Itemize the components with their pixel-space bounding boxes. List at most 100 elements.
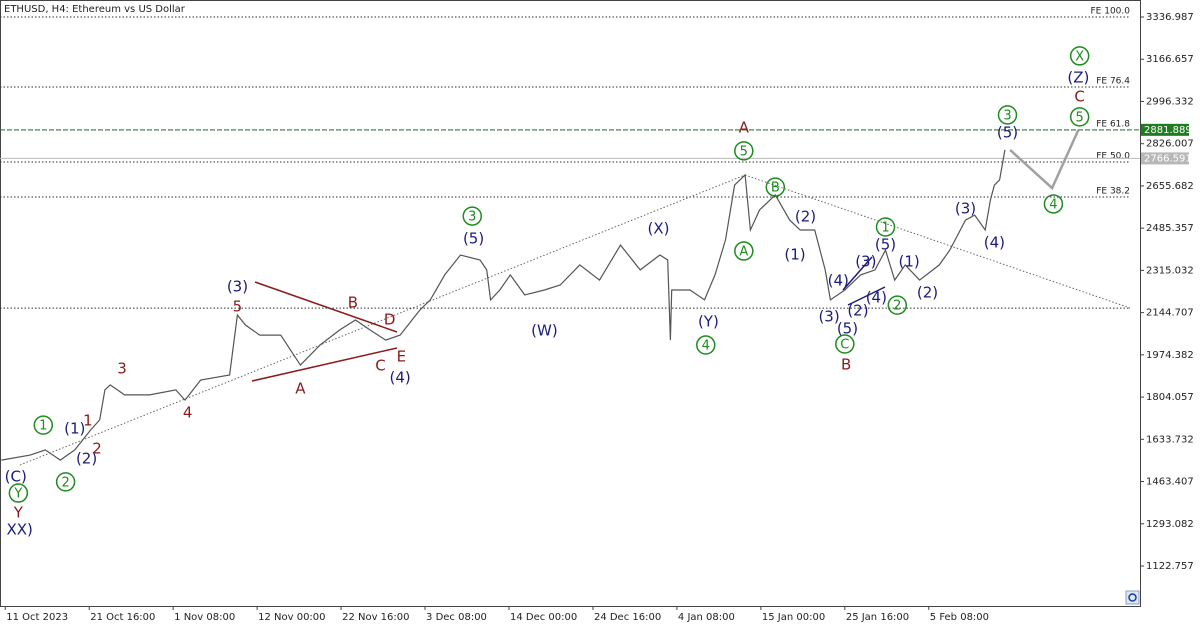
y-tick-label: 2144.707: [1146, 308, 1194, 319]
fib-label: FE 50.0: [1096, 152, 1130, 162]
fib-label: FE 38.2: [1096, 187, 1130, 197]
wave-label: (3): [818, 308, 839, 326]
wave-circle: [734, 241, 754, 261]
wave-label: A: [739, 119, 750, 137]
price-label: 2881.889: [1144, 125, 1192, 136]
fib-label: FE 100.0: [1091, 6, 1131, 16]
wave-circle: [1069, 107, 1090, 127]
wave-circle: [8, 483, 29, 503]
plot-frame: [0, 0, 1141, 607]
wave-label: C: [375, 357, 385, 375]
wave-label: D: [384, 310, 396, 328]
trendline: [19, 174, 746, 466]
wave-label: (C): [5, 467, 27, 485]
wave-circle: [696, 335, 716, 355]
wave-label: 3: [468, 210, 476, 225]
wave-label: B: [841, 356, 851, 374]
wave-circle: [462, 206, 483, 226]
wave-label: Y: [13, 503, 24, 521]
y-tick-label: 1293.082: [1146, 519, 1194, 530]
wave-label: (4): [866, 288, 887, 306]
wave-label: B: [771, 181, 780, 196]
wave-label: Y: [13, 487, 22, 502]
x-tick-label: 15 Jan 00:00: [762, 612, 825, 623]
triangle-line: [254, 281, 398, 333]
y-tick-label: 1974.382: [1146, 350, 1194, 361]
y-tick-label: 3336.987: [1146, 12, 1194, 23]
wave-label: 2: [61, 475, 69, 490]
wave-label: E: [397, 347, 406, 365]
wave-circle: [835, 334, 855, 354]
x-tick-label: 3 Dec 08:00: [426, 612, 487, 623]
wave-label: (Z): [1067, 68, 1089, 86]
wave-label: (3): [227, 278, 248, 296]
wave-label: 1: [39, 419, 47, 434]
wave-label: 5: [233, 298, 243, 316]
chart-title: ETHUSD, H4: Ethereum vs US Dollar: [4, 4, 186, 15]
x-tick-label: 22 Nov 16:00: [342, 612, 409, 623]
price-label: 2766.591: [1144, 153, 1192, 164]
wave-label: (2): [76, 450, 97, 468]
x-tick-label: 5 Feb 08:00: [930, 612, 989, 623]
corner-icon[interactable]: [1125, 590, 1140, 605]
wave-circle: [734, 141, 754, 161]
wave-label: 1: [83, 411, 93, 429]
wave-label: (5): [875, 236, 896, 254]
wave-label: (4): [828, 272, 849, 290]
wave-label: A: [739, 245, 748, 260]
wave-label: C: [1074, 88, 1084, 106]
wave-label: 2: [92, 439, 102, 457]
x-tick-label: 1 Nov 08:00: [174, 612, 235, 623]
wave-label: (1): [898, 252, 919, 270]
wave-circle: [765, 177, 786, 197]
wave-label: (4): [389, 368, 410, 386]
y-tick-label: 2485.357: [1146, 223, 1194, 234]
wave-label: (5): [463, 229, 484, 247]
x-tick-label: 24 Dec 16:00: [594, 612, 661, 623]
y-tick-label: 2826.007: [1146, 139, 1194, 150]
wave-label: (W): [531, 321, 558, 339]
triangle-line: [251, 347, 398, 382]
wave-circle: [33, 415, 54, 435]
wave-label: 5: [740, 144, 748, 159]
x-tick-label: 11 Oct 2023: [6, 612, 68, 623]
wave-label: (4): [984, 234, 1005, 252]
wave-circle: [997, 105, 1018, 125]
y-tick-label: 1463.407: [1146, 477, 1194, 488]
wave-label: 1: [881, 221, 889, 236]
wave-circle: [1069, 46, 1090, 66]
wave-label: C: [840, 338, 849, 353]
wave-circle: [887, 295, 908, 315]
wave-label: (2): [847, 302, 868, 320]
wave-circle: [1043, 194, 1064, 214]
y-tick-label: 2996.332: [1146, 96, 1194, 107]
wave-label: 3: [117, 360, 127, 378]
wave-label: 5: [1076, 110, 1084, 125]
price-box: [1141, 152, 1189, 165]
fib-label: FE 61.8: [1096, 120, 1130, 130]
wave-label: (3): [855, 252, 876, 270]
wave-label: (5): [837, 319, 858, 337]
wave-label: (X): [648, 219, 670, 237]
wave-label: 4: [702, 339, 710, 354]
x-tick-label: 12 Nov 00:00: [258, 612, 325, 623]
y-tick-label: 1122.757: [1146, 561, 1194, 572]
wave-label: (1): [64, 420, 85, 438]
x-tick-label: 21 Oct 16:00: [90, 612, 155, 623]
wave-label: 4: [1049, 197, 1057, 212]
y-tick-label: 2315.032: [1146, 265, 1194, 276]
wave-label: (3): [955, 199, 976, 217]
price-box: [1141, 123, 1189, 136]
x-tick-label: 25 Jan 16:00: [846, 612, 909, 623]
y-tick-label: 2655.682: [1146, 181, 1194, 192]
icon-box[interactable]: [1125, 590, 1140, 605]
wave-label: X: [1075, 49, 1084, 64]
channel-line: [847, 286, 886, 306]
x-tick-label: 14 Dec 00:00: [510, 612, 577, 623]
wave-label: (2): [917, 283, 938, 301]
fib-label: FE 76.4: [1096, 76, 1130, 86]
wave-label: (2): [795, 208, 816, 226]
wave-circle: [875, 217, 896, 237]
wave-label: 3: [1003, 108, 1011, 123]
